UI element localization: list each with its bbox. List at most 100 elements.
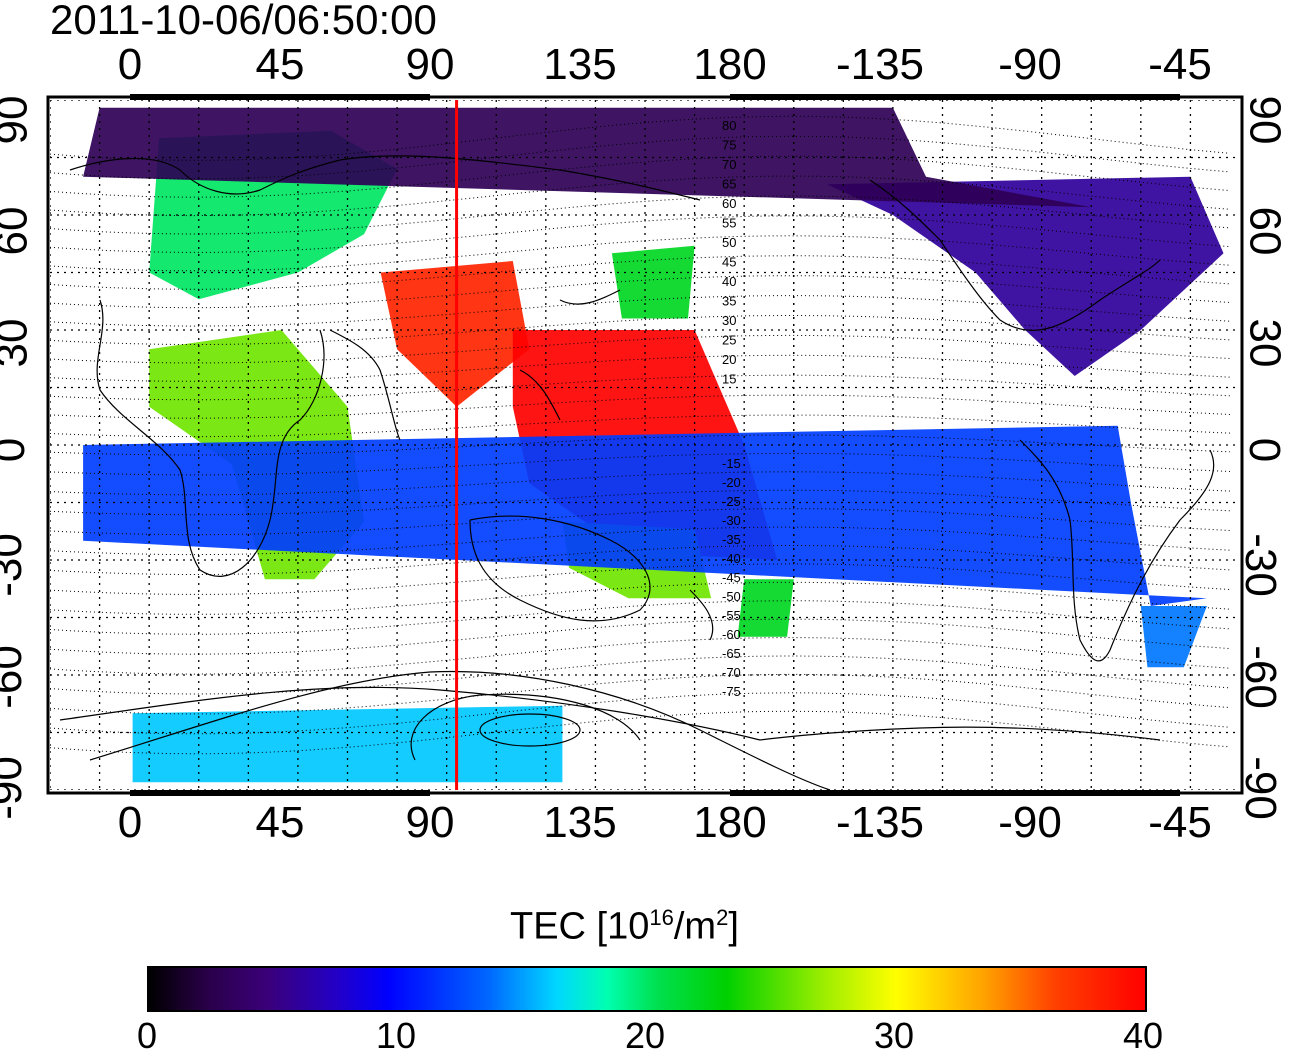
contour-line [50, 314, 1231, 345]
contour-label: 45 [722, 255, 736, 270]
contour-line [50, 673, 1231, 715]
contour-line [50, 275, 1231, 309]
contour-line [50, 414, 1231, 438]
colorbar-title-end: ] [728, 905, 739, 948]
contour-label: -40 [722, 551, 741, 566]
contour-label: 35 [722, 294, 736, 309]
top-tick: 45 [255, 40, 305, 89]
contour-label: 75 [722, 138, 736, 153]
frame-bar [730, 94, 1180, 100]
contour-line [50, 471, 1231, 496]
top-tick: -45 [1148, 40, 1212, 89]
contour-line [50, 235, 1231, 272]
contour-label: -25 [722, 494, 741, 509]
colorbar-title-exp2: 2 [716, 905, 729, 930]
graticule [50, 100, 1240, 790]
tec-region [611, 245, 695, 319]
contour-label: 15 [722, 372, 736, 387]
contour-line [50, 526, 1231, 556]
contour-label: -15 [722, 456, 741, 471]
contour-label: 50 [722, 235, 736, 250]
contour-line [50, 581, 1231, 615]
contour-label: 80 [722, 118, 736, 133]
colorbar [147, 966, 1147, 1012]
plot-title: 2011-10-06/06:50:00 [50, 0, 437, 43]
contour-line [50, 354, 1231, 382]
top-tick: 90 [405, 40, 455, 89]
contour-line [50, 255, 1231, 290]
contour-line [50, 692, 1231, 735]
contour-line [50, 334, 1231, 364]
bottom-tick: 45 [255, 798, 305, 847]
contour-line [50, 195, 1231, 235]
contour-line [50, 452, 1231, 476]
tec-regions [83, 107, 1224, 783]
contour-line [50, 215, 1231, 253]
colorbar-title: TEC [1016/m2] [510, 905, 739, 949]
contour-line [50, 434, 1231, 456]
contour-label: 60 [722, 196, 736, 211]
tec-region [737, 579, 794, 637]
contour-label: -35 [722, 532, 741, 547]
contour-line [50, 115, 1231, 161]
tec-region [1140, 606, 1207, 668]
colorbar-tick: 20 [624, 1015, 666, 1056]
contour-label: 30 [722, 313, 736, 328]
contour-line [50, 394, 1231, 419]
top-tick: 0 [117, 40, 143, 89]
bottom-tick: -90 [998, 798, 1062, 847]
frame-bar [130, 94, 430, 100]
contour-line [50, 175, 1231, 217]
contour-line [50, 600, 1231, 635]
contour-line [50, 508, 1231, 536]
colorbar-title-main: TEC [10 [510, 905, 650, 948]
contour-line [50, 374, 1231, 401]
contour-line [50, 135, 1231, 180]
bottom-tick: 135 [543, 798, 617, 847]
bottom-tick: -45 [1148, 798, 1212, 847]
colorbar-tick: 10 [375, 1015, 417, 1056]
bottom-tick: 180 [693, 798, 767, 847]
contour-line [50, 489, 1231, 516]
solid-contours [59, 670, 831, 790]
contour-label: -55 [722, 608, 741, 623]
contour-label: 40 [722, 274, 736, 289]
colorbar-title-mid: /m [673, 905, 717, 948]
magnetic-contours [50, 115, 1231, 755]
contour-label: 70 [722, 157, 736, 172]
bottom-tick: -135 [835, 798, 925, 847]
contour-label: -75 [722, 684, 741, 699]
colorbar-tick: 30 [873, 1015, 915, 1056]
contour-label: -65 [722, 646, 741, 661]
contour-line [50, 618, 1231, 655]
frame-bar [130, 790, 430, 796]
top-tick: -90 [998, 40, 1062, 89]
contour-label: 55 [722, 216, 736, 231]
coastlines [69, 155, 1215, 741]
contour-line [50, 655, 1231, 695]
tec-region [83, 425, 1207, 606]
contour-label: -30 [722, 513, 741, 528]
contour-label: 20 [722, 352, 736, 367]
bottom-tick: 90 [405, 798, 455, 847]
contour-label: -45 [722, 570, 741, 585]
contour-line [50, 295, 1231, 327]
contour-label: 65 [722, 177, 736, 192]
top-tick: 135 [543, 40, 617, 89]
tec-region [83, 107, 1092, 208]
top-tick: -135 [835, 40, 925, 89]
contour-labels: 80 75 70 65 60 55 50 45 40 35 30 25 20 15 -15 -20 -25 -30… [722, 118, 741, 699]
top-tick: 180 [693, 40, 767, 89]
contour-label: -60 [722, 627, 741, 642]
contour-line [50, 637, 1231, 675]
contour-line [50, 544, 1231, 575]
frame-bar [730, 790, 1180, 796]
contour-label: 25 [722, 333, 736, 348]
contour-line [50, 155, 1231, 198]
colorbar-tick: 0 [136, 1015, 158, 1056]
contour-label: -20 [722, 475, 741, 490]
contour-line [50, 710, 1231, 755]
contour-label: -50 [722, 589, 741, 604]
contour-line [50, 563, 1231, 595]
